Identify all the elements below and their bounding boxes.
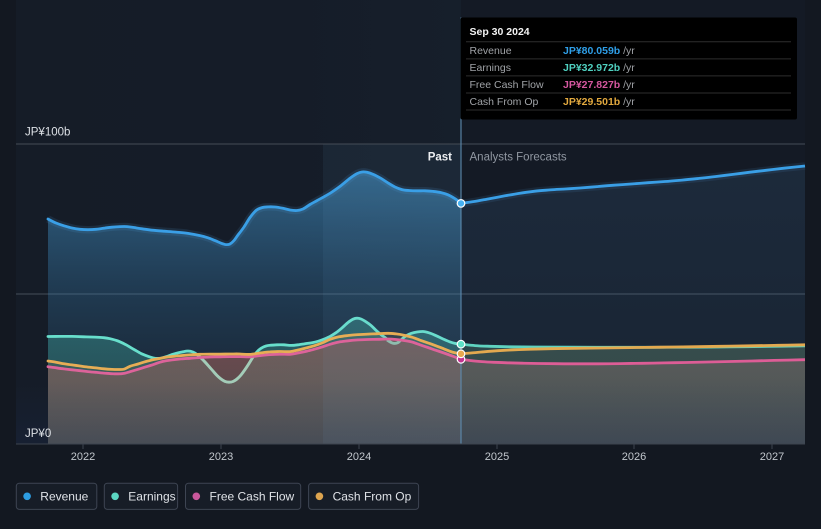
- svg-text:Sep 30 2024: Sep 30 2024: [470, 26, 530, 38]
- svg-text:Earnings: Earnings: [128, 489, 175, 503]
- svg-text:2024: 2024: [347, 451, 371, 463]
- svg-text:Free Cash Flow: Free Cash Flow: [470, 79, 545, 91]
- svg-text:2023: 2023: [209, 451, 233, 463]
- svg-text:JP¥0: JP¥0: [25, 428, 51, 440]
- svg-text:2025: 2025: [485, 451, 509, 463]
- svg-text:2022: 2022: [71, 451, 95, 463]
- svg-text:Revenue: Revenue: [40, 489, 88, 503]
- svg-text:JP¥32.972b /yr: JP¥32.972b /yr: [563, 62, 635, 74]
- svg-text:Free Cash Flow: Free Cash Flow: [210, 489, 295, 503]
- svg-text:2026: 2026: [622, 451, 646, 463]
- svg-text:JP¥29.501b /yr: JP¥29.501b /yr: [563, 96, 635, 108]
- svg-text:Earnings: Earnings: [470, 62, 511, 74]
- svg-text:Cash From Op: Cash From Op: [470, 96, 539, 108]
- svg-text:Past: Past: [428, 152, 452, 164]
- svg-text:Analysts Forecasts: Analysts Forecasts: [470, 152, 567, 164]
- svg-text:JP¥80.059b /yr: JP¥80.059b /yr: [563, 45, 635, 57]
- svg-text:2027: 2027: [760, 451, 784, 463]
- svg-text:Revenue: Revenue: [470, 45, 512, 57]
- svg-text:JP¥27.827b /yr: JP¥27.827b /yr: [563, 79, 635, 91]
- svg-text:JP¥100b: JP¥100b: [25, 127, 70, 139]
- svg-text:Cash From Op: Cash From Op: [333, 489, 412, 503]
